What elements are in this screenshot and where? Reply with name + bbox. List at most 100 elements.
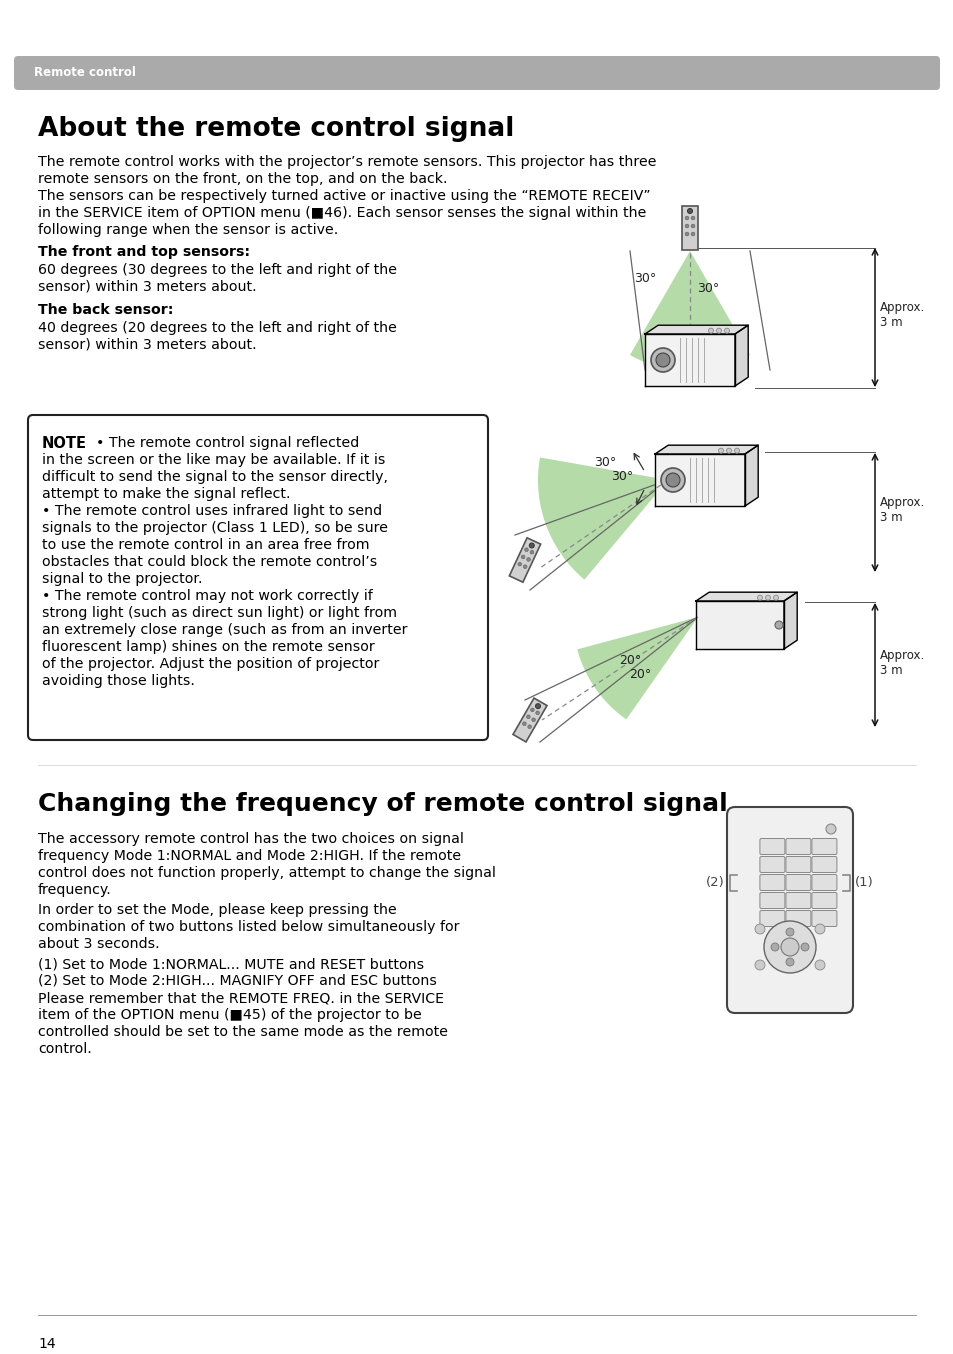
Circle shape: [754, 960, 764, 969]
Text: The front and top sensors:: The front and top sensors:: [38, 245, 250, 259]
Polygon shape: [655, 445, 758, 454]
FancyBboxPatch shape: [14, 56, 939, 89]
Text: signals to the projector (Class 1 LED), so be sure: signals to the projector (Class 1 LED), …: [42, 521, 388, 535]
Circle shape: [801, 942, 808, 951]
Polygon shape: [734, 325, 747, 386]
Circle shape: [716, 328, 720, 333]
FancyBboxPatch shape: [811, 838, 836, 854]
Circle shape: [764, 596, 770, 600]
Text: Approx.
3 m: Approx. 3 m: [879, 649, 924, 677]
Text: 30°: 30°: [610, 470, 633, 482]
Circle shape: [523, 565, 526, 569]
Circle shape: [526, 558, 530, 562]
Text: to use the remote control in an area free from: to use the remote control in an area fre…: [42, 538, 369, 552]
Polygon shape: [744, 445, 758, 506]
Text: Remote control: Remote control: [34, 66, 135, 80]
Circle shape: [723, 328, 729, 333]
Text: frequency.: frequency.: [38, 883, 112, 896]
Text: about 3 seconds.: about 3 seconds.: [38, 937, 159, 951]
Text: Approx.
3 m: Approx. 3 m: [879, 301, 924, 329]
FancyBboxPatch shape: [760, 838, 784, 854]
Circle shape: [726, 448, 731, 454]
Text: In order to set the Mode, please keep pressing the: In order to set the Mode, please keep pr…: [38, 903, 396, 917]
FancyBboxPatch shape: [760, 875, 784, 891]
Circle shape: [734, 448, 739, 454]
Text: fluorescent lamp) shines on the remote sensor: fluorescent lamp) shines on the remote s…: [42, 640, 375, 654]
Text: sensor) within 3 meters about.: sensor) within 3 meters about.: [38, 280, 256, 294]
Circle shape: [754, 923, 764, 934]
Polygon shape: [537, 458, 667, 580]
Polygon shape: [644, 325, 747, 334]
Text: (1): (1): [854, 876, 873, 890]
Circle shape: [691, 217, 694, 219]
Text: (1) Set to Mode 1:NORMAL... MUTE and RESET buttons: (1) Set to Mode 1:NORMAL... MUTE and RES…: [38, 957, 424, 971]
FancyBboxPatch shape: [726, 807, 852, 1013]
FancyBboxPatch shape: [760, 857, 784, 872]
Text: 30°: 30°: [633, 272, 656, 284]
Text: strong light (such as direct sun light) or light from: strong light (such as direct sun light) …: [42, 607, 396, 620]
Circle shape: [529, 543, 534, 548]
Circle shape: [781, 938, 799, 956]
Text: • The remote control may not work correctly if: • The remote control may not work correc…: [42, 589, 373, 603]
Text: 60 degrees (30 degrees to the left and right of the: 60 degrees (30 degrees to the left and r…: [38, 263, 396, 278]
FancyBboxPatch shape: [760, 892, 784, 909]
Circle shape: [660, 468, 684, 492]
Circle shape: [708, 328, 713, 333]
Polygon shape: [509, 538, 540, 582]
Circle shape: [530, 551, 533, 554]
Text: control does not function properly, attempt to change the signal: control does not function properly, atte…: [38, 867, 496, 880]
Text: (2) Set to Mode 2:HIGH... MAGNIFY OFF and ESC buttons: (2) Set to Mode 2:HIGH... MAGNIFY OFF an…: [38, 974, 436, 988]
Circle shape: [684, 225, 688, 227]
Circle shape: [530, 708, 534, 712]
Text: 14: 14: [38, 1336, 55, 1351]
Text: sensor) within 3 meters about.: sensor) within 3 meters about.: [38, 338, 256, 352]
Polygon shape: [513, 699, 546, 742]
Text: Approx.
3 m: Approx. 3 m: [879, 496, 924, 524]
Circle shape: [814, 960, 824, 969]
Polygon shape: [696, 592, 797, 601]
Text: combination of two buttons listed below simultaneously for: combination of two buttons listed below …: [38, 919, 459, 934]
Circle shape: [773, 596, 778, 600]
Text: 30°: 30°: [696, 282, 719, 295]
Text: attempt to make the signal reflect.: attempt to make the signal reflect.: [42, 487, 291, 501]
Text: The remote control works with the projector’s remote sensors. This projector has: The remote control works with the projec…: [38, 154, 656, 169]
Polygon shape: [655, 454, 744, 506]
Polygon shape: [681, 206, 698, 250]
Circle shape: [684, 232, 688, 236]
Circle shape: [520, 555, 524, 559]
Polygon shape: [629, 250, 749, 371]
FancyBboxPatch shape: [785, 910, 810, 926]
Text: 40 degrees (20 degrees to the left and right of the: 40 degrees (20 degrees to the left and r…: [38, 321, 396, 334]
Text: item of the OPTION menu (■45) of the projector to be: item of the OPTION menu (■45) of the pro…: [38, 1007, 421, 1022]
Circle shape: [665, 473, 679, 487]
Text: Changing the frequency of remote control signal: Changing the frequency of remote control…: [38, 792, 727, 816]
Circle shape: [691, 225, 694, 227]
Circle shape: [524, 548, 528, 551]
Text: remote sensors on the front, on the top, and on the back.: remote sensors on the front, on the top,…: [38, 172, 447, 185]
Text: The accessory remote control has the two choices on signal: The accessory remote control has the two…: [38, 831, 463, 846]
Text: The back sensor:: The back sensor:: [38, 303, 173, 317]
Text: Please remember that the REMOTE FREQ. in the SERVICE: Please remember that the REMOTE FREQ. in…: [38, 991, 443, 1005]
Text: avoiding those lights.: avoiding those lights.: [42, 674, 194, 688]
Text: control.: control.: [38, 1043, 91, 1056]
FancyBboxPatch shape: [760, 910, 784, 926]
Text: 20°: 20°: [618, 654, 640, 666]
Text: following range when the sensor is active.: following range when the sensor is activ…: [38, 223, 338, 237]
Circle shape: [684, 217, 688, 219]
Text: difficult to send the signal to the sensor directly,: difficult to send the signal to the sens…: [42, 470, 388, 483]
Circle shape: [527, 724, 531, 728]
Circle shape: [825, 825, 835, 834]
Text: NOTE: NOTE: [42, 436, 87, 451]
Polygon shape: [577, 617, 698, 719]
Circle shape: [763, 921, 815, 974]
FancyBboxPatch shape: [785, 857, 810, 872]
Text: controlled should be set to the same mode as the remote: controlled should be set to the same mod…: [38, 1025, 448, 1039]
Circle shape: [531, 718, 535, 722]
Text: (2): (2): [705, 876, 724, 890]
Circle shape: [650, 348, 675, 372]
Text: • The remote control signal reflected: • The remote control signal reflected: [96, 436, 359, 450]
Circle shape: [757, 596, 761, 600]
FancyBboxPatch shape: [811, 892, 836, 909]
Circle shape: [774, 621, 782, 630]
FancyBboxPatch shape: [785, 838, 810, 854]
